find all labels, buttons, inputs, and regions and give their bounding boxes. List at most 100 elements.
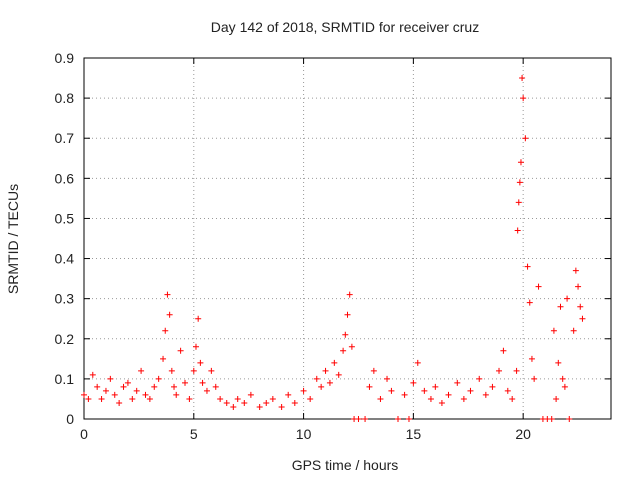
data-point (395, 416, 402, 422)
data-point (362, 416, 369, 422)
data-point (111, 391, 118, 398)
data-point (313, 375, 320, 382)
data-point (566, 416, 573, 422)
x-tick-label: 10 (296, 426, 312, 442)
data-point (241, 399, 248, 406)
data-point (85, 395, 92, 402)
data-point (177, 347, 184, 354)
data-point (197, 359, 204, 366)
data-point (256, 403, 263, 410)
data-point (496, 367, 503, 374)
data-point (522, 135, 529, 142)
data-point (331, 359, 338, 366)
x-tick-label: 15 (406, 426, 422, 442)
data-point (476, 375, 483, 382)
data-point (318, 383, 325, 390)
data-point (162, 327, 169, 334)
data-point (340, 347, 347, 354)
data-point (107, 375, 114, 382)
data-point (138, 367, 145, 374)
data-point (173, 391, 180, 398)
data-point (489, 383, 496, 390)
data-point (482, 391, 489, 398)
data-point (526, 299, 533, 306)
data-point (291, 399, 298, 406)
y-tick-label: 0.5 (55, 210, 75, 226)
data-point (168, 367, 175, 374)
data-point (186, 395, 193, 402)
data-point (269, 395, 276, 402)
data-point (190, 367, 197, 374)
data-point (579, 315, 586, 322)
data-point (405, 416, 412, 422)
data-point (98, 395, 105, 402)
data-point (355, 416, 362, 422)
data-point (322, 367, 329, 374)
y-tick-label: 0.3 (55, 291, 75, 307)
y-tick-label: 0.1 (55, 371, 75, 387)
data-point (344, 311, 351, 318)
plot-frame (83, 57, 612, 420)
data-point (432, 383, 439, 390)
data-point (515, 199, 522, 206)
data-point (278, 403, 285, 410)
data-point (129, 395, 136, 402)
data-point (199, 379, 206, 386)
data-point (557, 303, 564, 310)
y-tick-label: 0.2 (55, 331, 75, 347)
data-point (467, 387, 474, 394)
data-point (94, 383, 101, 390)
data-point (124, 379, 131, 386)
data-point (559, 375, 566, 382)
data-point (504, 387, 511, 394)
x-tick-label: 5 (190, 426, 198, 442)
data-point (548, 416, 555, 422)
data-point (514, 227, 521, 234)
data-point (570, 327, 577, 334)
data-point (377, 395, 384, 402)
data-point (263, 399, 270, 406)
y-tick-label: 0.4 (55, 251, 75, 267)
data-point (513, 367, 520, 374)
data-point (577, 303, 584, 310)
data-point (203, 387, 210, 394)
data-point (146, 395, 153, 402)
y-tick-label: 0.6 (55, 170, 75, 186)
y-axis-label: SRMTID / TECUs (5, 184, 21, 294)
data-point (445, 391, 452, 398)
data-point (102, 387, 109, 394)
data-point (285, 391, 292, 398)
y-tick-label: 0 (66, 411, 74, 427)
data-point (460, 395, 467, 402)
data-point (366, 383, 373, 390)
x-tick-label: 20 (515, 426, 531, 442)
data-point (81, 391, 87, 398)
data-point (133, 387, 140, 394)
data-point (116, 399, 123, 406)
x-tick-labels: 0 5 10 15 20 (80, 426, 531, 442)
data-point (524, 263, 531, 270)
chart-title: Day 142 of 2018, SRMTID for receiver cru… (211, 19, 479, 35)
data-point (164, 291, 171, 298)
data-point (223, 399, 230, 406)
data-point (535, 283, 542, 290)
data-point (509, 395, 516, 402)
data-point (370, 367, 377, 374)
data-point (528, 355, 535, 362)
data-point (410, 379, 417, 386)
data-points (81, 75, 586, 422)
data-point (500, 347, 507, 354)
data-point (120, 383, 127, 390)
data-point (575, 283, 582, 290)
y-tick-label: 0.9 (55, 50, 75, 66)
data-point (212, 383, 219, 390)
data-point (564, 295, 571, 302)
data-point (388, 387, 395, 394)
data-point (572, 267, 579, 274)
data-point (89, 371, 96, 378)
data-point (401, 391, 408, 398)
data-point (300, 387, 307, 394)
data-point (517, 159, 524, 166)
